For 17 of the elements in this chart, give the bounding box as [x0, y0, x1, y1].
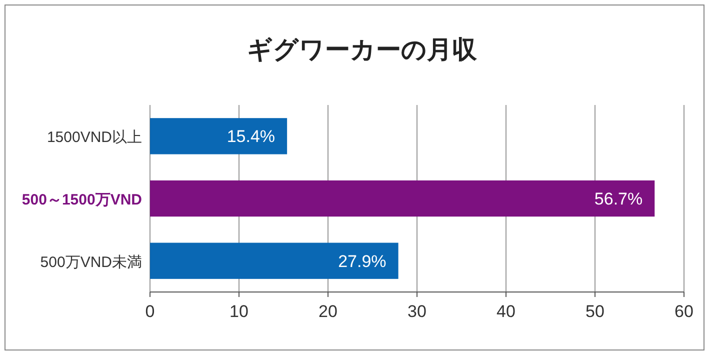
data-label: 27.9% [338, 252, 386, 271]
x-tick-label: 20 [318, 302, 338, 321]
bar [150, 118, 288, 154]
x-tick-label: 10 [230, 302, 248, 321]
y-tick-label: 500万VND未満 [40, 254, 142, 271]
bar [150, 242, 398, 279]
x-tick-label: 50 [586, 302, 604, 321]
x-tick-label: 0 [145, 302, 155, 321]
chart-title: ギグワーカーの月収 [247, 36, 478, 64]
x-tick-label: 60 [674, 302, 694, 321]
x-tick-label: 30 [408, 302, 426, 321]
y-tick-label: 1500VND以上 [46, 129, 142, 146]
y-tick-label: 500～1500万VND [22, 192, 142, 208]
data-label: 56.7% [594, 190, 643, 208]
bar [150, 180, 655, 217]
data-label: 15.4% [226, 127, 276, 146]
x-tick-label: 40 [496, 302, 516, 321]
